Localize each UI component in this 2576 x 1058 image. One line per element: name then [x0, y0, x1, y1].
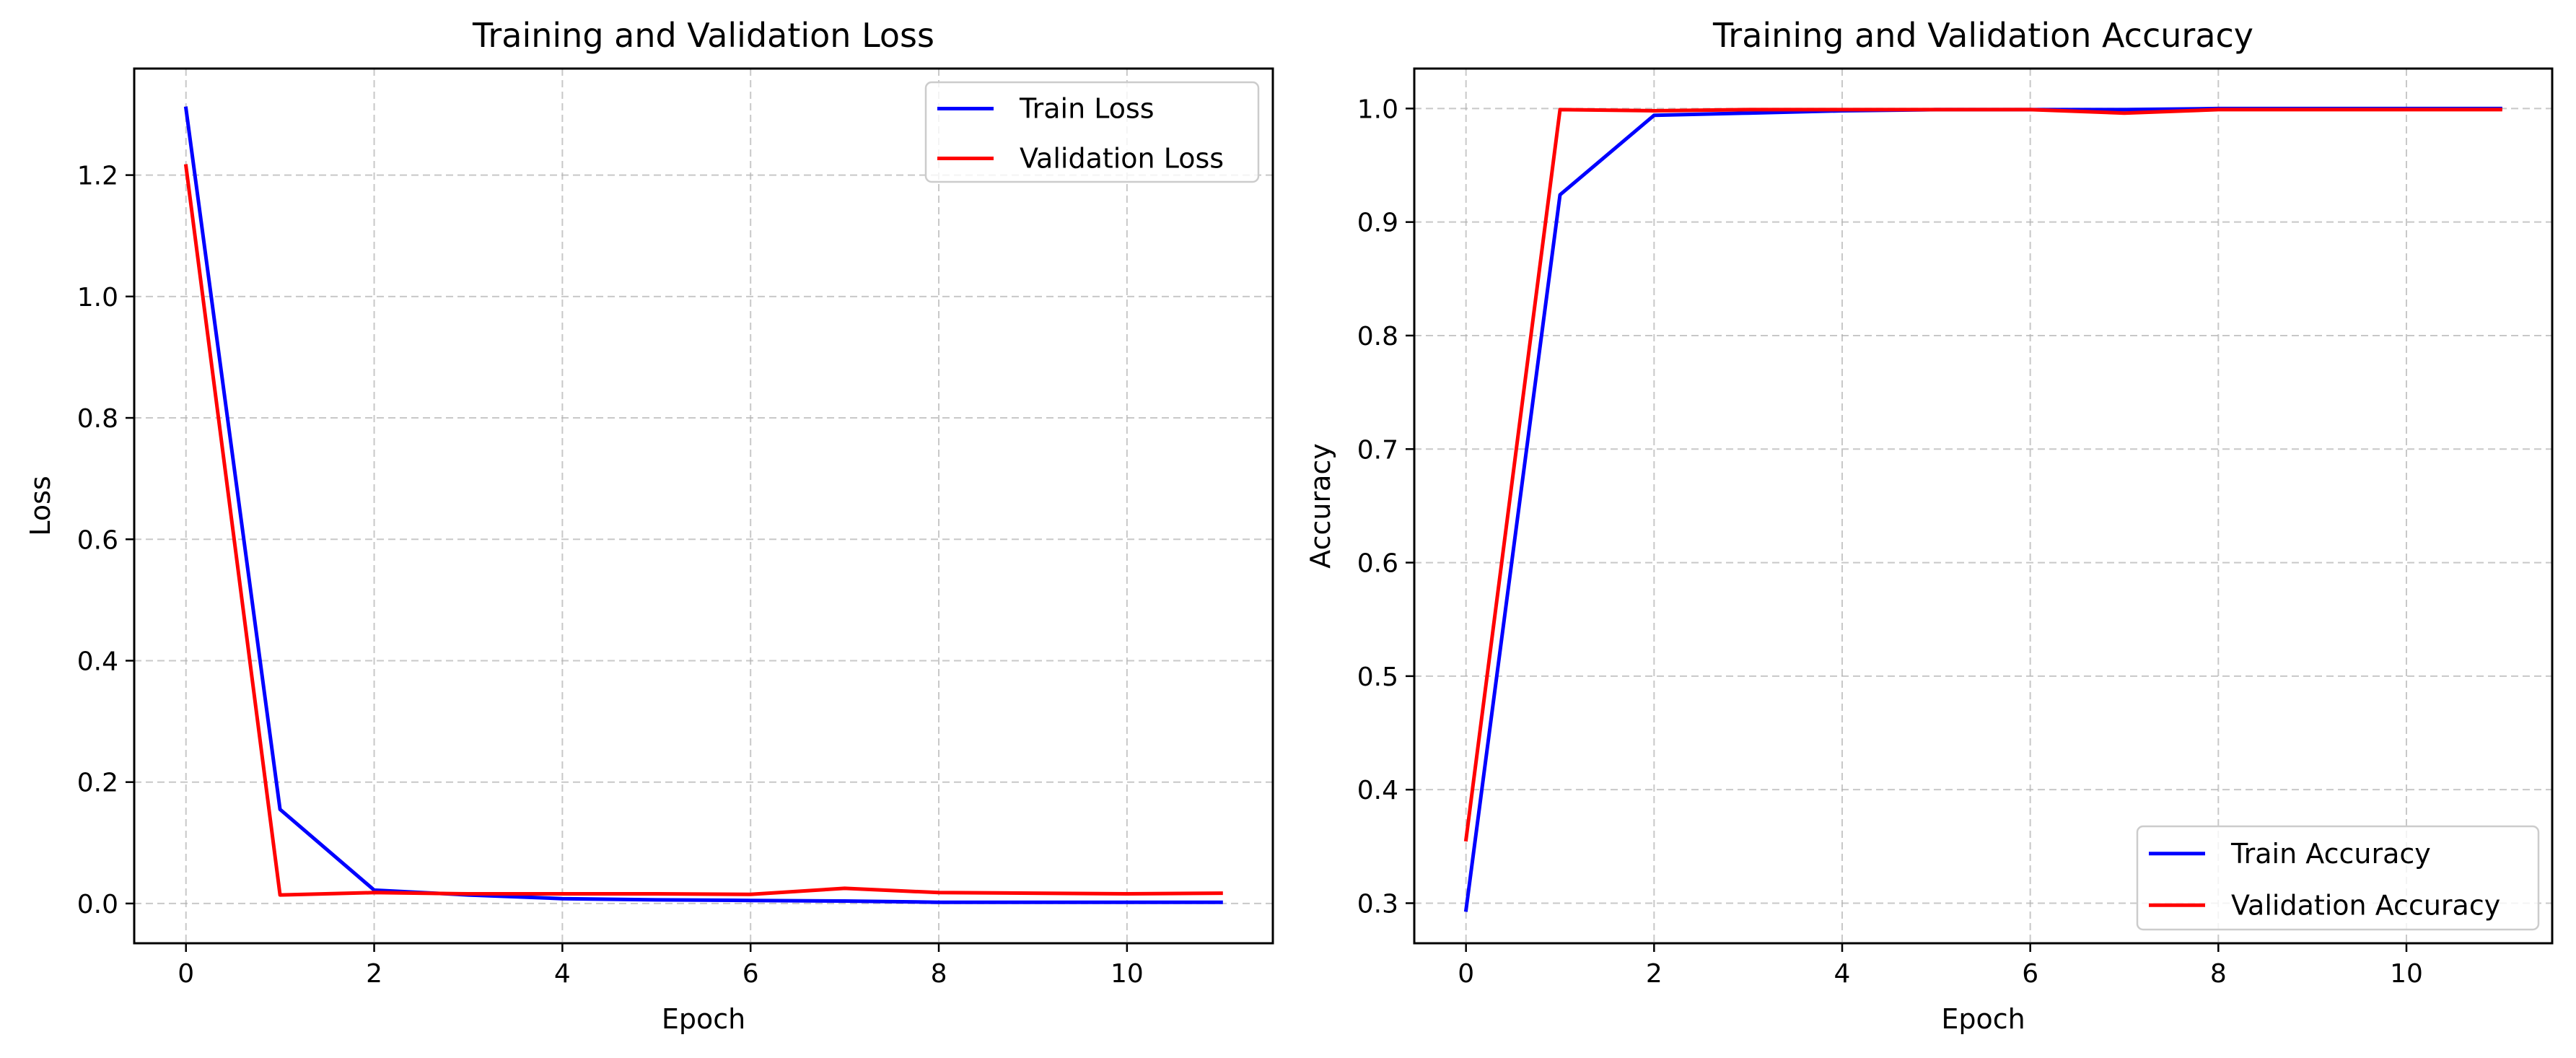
loss-plot-frame [133, 67, 1274, 945]
loss-chart-title: Training and Validation Loss [472, 16, 934, 55]
accuracy-series [1463, 106, 2502, 912]
loss-x-tick-label: 4 [554, 959, 571, 989]
loss-y-tick-label: 0.4 [77, 647, 118, 676]
loss-x-tick-label: 6 [742, 959, 759, 989]
loss-x-ticks: 0 2 4 6 8 10 [178, 943, 1144, 989]
accuracy-chart: 0 2 4 6 8 10 0.3 0.4 0.5 0.6 0.7 0.8 0.9 1.0 Trainin… [1305, 16, 2554, 1035]
loss-series-line-validation [183, 164, 1223, 897]
accuracy-y-tick-label: 0.3 [1357, 889, 1398, 919]
loss-chart: 0 2 4 6 8 10 0.0 0.2 0.4 0.6 0.8 1.0 1.2 Training a… [25, 16, 1274, 1035]
accuracy-chart-title: Training and Validation Accuracy [1712, 16, 2253, 55]
accuracy-legend-train-label: Train Accuracy [2230, 838, 2431, 870]
loss-y-tick-label: 1.0 [77, 283, 118, 312]
accuracy-y-tick-label: 0.7 [1357, 435, 1398, 465]
accuracy-legend: Train Accuracy Validation Accuracy [2136, 825, 2540, 931]
loss-y-axis-label: Loss [25, 476, 56, 535]
loss-legend: Train Loss Validation Loss [924, 81, 1260, 183]
accuracy-x-axis-label: Epoch [1941, 1003, 2025, 1035]
accuracy-series-line-validation [1463, 108, 2502, 842]
accuracy-x-tick-label: 4 [1834, 959, 1851, 989]
accuracy-x-ticks: 0 2 4 6 8 10 [1458, 943, 2423, 989]
loss-legend-box [924, 81, 1260, 183]
accuracy-y-tick-label: 1.0 [1357, 95, 1398, 124]
accuracy-legend-validation-label: Validation Accuracy [2231, 889, 2500, 921]
loss-y-tick-label: 0.2 [77, 769, 118, 798]
loss-series [183, 106, 1223, 904]
loss-legend-train-label: Train Loss [1019, 93, 1155, 125]
accuracy-y-tick-label: 0.8 [1357, 322, 1398, 351]
accuracy-x-tick-label: 6 [2022, 959, 2038, 989]
loss-y-ticks: 0.0 0.2 0.4 0.6 0.8 1.0 1.2 [77, 162, 134, 919]
loss-legend-validation-label: Validation Loss [1020, 143, 1224, 175]
accuracy-x-tick-label: 2 [1646, 959, 1662, 989]
loss-y-tick-label: 0.6 [77, 525, 118, 555]
loss-x-tick-label: 10 [1110, 959, 1144, 989]
loss-series-line-train [183, 106, 1223, 904]
accuracy-y-tick-label: 0.5 [1357, 663, 1398, 692]
loss-y-tick-label: 0.0 [77, 890, 118, 919]
accuracy-plot-frame [1413, 67, 2554, 945]
loss-x-axis-label: Epoch [662, 1003, 745, 1035]
loss-x-tick-label: 0 [178, 959, 194, 989]
loss-y-tick-label: 1.2 [77, 162, 118, 191]
accuracy-y-tick-label: 0.4 [1357, 776, 1398, 805]
accuracy-x-tick-label: 8 [2210, 959, 2227, 989]
accuracy-y-tick-label: 0.6 [1357, 549, 1398, 579]
accuracy-y-tick-label: 0.9 [1357, 209, 1398, 238]
loss-x-tick-label: 8 [931, 959, 947, 989]
accuracy-legend-box [2136, 825, 2540, 931]
accuracy-x-tick-label: 0 [1458, 959, 1474, 989]
accuracy-y-axis-label: Accuracy [1305, 443, 1336, 569]
accuracy-y-ticks: 0.3 0.4 0.5 0.6 0.7 0.8 0.9 1.0 [1357, 95, 1414, 919]
loss-y-tick-label: 0.8 [77, 404, 118, 434]
loss-x-tick-label: 2 [366, 959, 382, 989]
accuracy-x-tick-label: 10 [2390, 959, 2423, 989]
